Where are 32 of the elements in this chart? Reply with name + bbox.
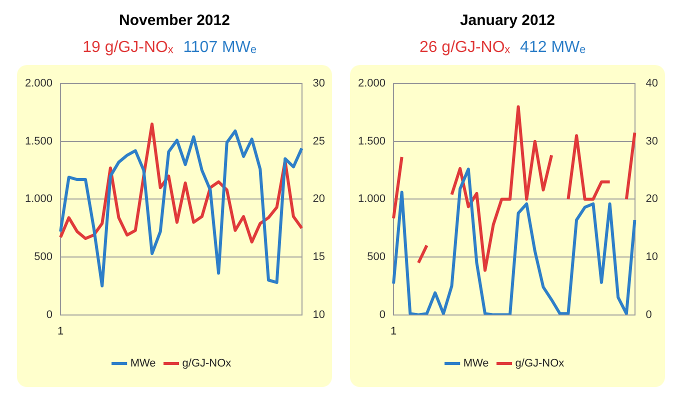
- x-tick-label: 1: [57, 325, 64, 338]
- text: 1107 MWₑ: [183, 39, 256, 56]
- y-tick-label: 2.000: [358, 78, 386, 90]
- legend-label: g/GJ-NOx: [182, 358, 232, 370]
- y-tick-label: 500: [367, 251, 386, 264]
- text: 26 g/GJ-NOₓ: [419, 39, 510, 56]
- y2-tick-label: 30: [646, 135, 658, 148]
- y-tick-label: 2.000: [24, 78, 53, 90]
- y2-tick-label: 20: [646, 193, 658, 206]
- y-tick-label: 1.500: [358, 135, 386, 148]
- chart-title: November 2012: [119, 12, 230, 29]
- y-tick-label: 500: [34, 251, 53, 264]
- y2-tick-label: 15: [312, 251, 326, 264]
- y-tick-label: 0: [46, 308, 53, 321]
- y2-tick-label: 40: [646, 78, 658, 90]
- chart-title: January 2012: [460, 12, 556, 29]
- y2-tick-label: 0: [646, 308, 652, 321]
- y-tick-label: 1.000: [358, 193, 386, 206]
- text: 19 g/GJ-NOₓ: [82, 39, 174, 56]
- text: 412 MWₑ: [520, 39, 586, 56]
- x-tick-label: 1: [390, 325, 397, 338]
- y2-tick-label: 30: [312, 78, 326, 90]
- legend-label: g/GJ-NOx: [515, 358, 565, 370]
- y2-tick-label: 20: [312, 193, 326, 206]
- legend-label: MWe: [463, 358, 489, 370]
- y-tick-label: 0: [379, 308, 386, 321]
- y2-tick-label: 25: [312, 135, 326, 148]
- y-tick-label: 1.500: [24, 135, 53, 148]
- legend-label: MWe: [130, 358, 156, 370]
- y2-tick-label: 10: [312, 308, 326, 321]
- y-tick-label: 1.000: [24, 193, 53, 206]
- y2-tick-label: 10: [646, 251, 658, 264]
